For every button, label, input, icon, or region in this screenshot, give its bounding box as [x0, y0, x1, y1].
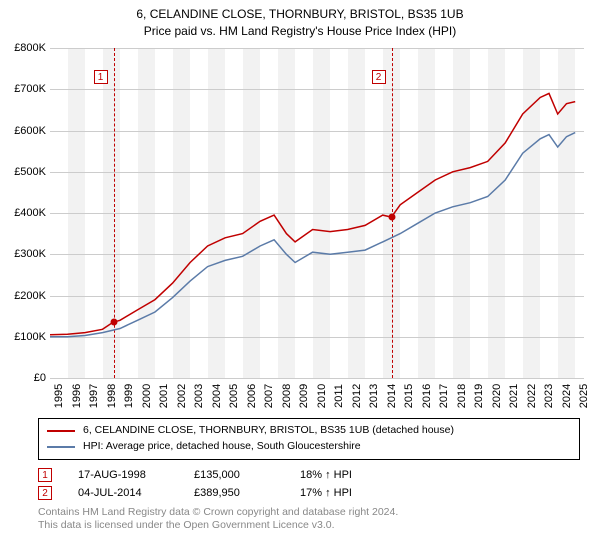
x-axis-label: 2004: [211, 384, 223, 408]
x-axis-label: 2024: [561, 384, 573, 408]
legend-swatch-property: [47, 430, 75, 432]
y-axis-label: £300K: [4, 248, 46, 260]
series-line-property: [50, 93, 575, 334]
sale-dot: [388, 214, 395, 221]
x-axis-label: 2013: [368, 384, 380, 408]
sale-marker-1: 1: [38, 468, 52, 482]
sale-marker-2: 2: [38, 486, 52, 500]
x-axis-label: 2002: [176, 384, 188, 408]
y-axis-label: £700K: [4, 83, 46, 95]
gridline: [50, 378, 584, 379]
sale-marker-box: 1: [94, 70, 108, 84]
legend-row-property: 6, CELANDINE CLOSE, THORNBURY, BRISTOL, …: [47, 423, 571, 439]
x-axis-label: 1998: [106, 384, 118, 408]
x-axis-label: 1999: [123, 384, 135, 408]
legend-label-property: 6, CELANDINE CLOSE, THORNBURY, BRISTOL, …: [83, 423, 454, 439]
x-axis-label: 2015: [403, 384, 415, 408]
x-axis-label: 2011: [333, 384, 345, 408]
x-axis-label: 2003: [193, 384, 205, 408]
x-axis-label: 2025: [578, 384, 590, 408]
sale-date-1: 17-AUG-1998: [78, 469, 168, 481]
x-axis-label: 2020: [491, 384, 503, 408]
x-axis-label: 2022: [526, 384, 538, 408]
x-axis-label: 2000: [141, 384, 153, 408]
footnote: Contains HM Land Registry data © Crown c…: [38, 506, 580, 533]
x-axis-label: 2019: [473, 384, 485, 408]
sale-marker-box: 2: [372, 70, 386, 84]
sale-price-1: £135,000: [194, 469, 274, 481]
x-axis-label: 1996: [71, 384, 83, 408]
legend-label-hpi: HPI: Average price, detached house, Sout…: [83, 439, 361, 455]
sale-dot: [110, 319, 117, 326]
legend-swatch-hpi: [47, 446, 75, 448]
x-axis-label: 2018: [456, 384, 468, 408]
sale-price-2: £389,950: [194, 487, 274, 499]
x-axis-label: 2001: [158, 384, 170, 408]
title-line-1: 6, CELANDINE CLOSE, THORNBURY, BRISTOL, …: [0, 6, 600, 23]
footnote-line-1: Contains HM Land Registry data © Crown c…: [38, 506, 580, 520]
title-line-2: Price paid vs. HM Land Registry's House …: [0, 23, 600, 40]
series-line-hpi: [50, 133, 575, 337]
x-axis-label: 2021: [508, 384, 520, 408]
legend-row-hpi: HPI: Average price, detached house, Sout…: [47, 439, 571, 455]
x-axis-label: 2007: [263, 384, 275, 408]
x-axis-label: 2008: [281, 384, 293, 408]
y-axis-label: £400K: [4, 207, 46, 219]
legend-box: 6, CELANDINE CLOSE, THORNBURY, BRISTOL, …: [38, 418, 580, 460]
x-axis-label: 1997: [88, 384, 100, 408]
sale-pct-2: 17% ↑ HPI: [300, 487, 352, 499]
footnote-line-2: This data is licensed under the Open Gov…: [38, 519, 580, 533]
x-axis-label: 2023: [543, 384, 555, 408]
chart-lines-svg: [50, 48, 584, 378]
sale-row-1: 1 17-AUG-1998 £135,000 18% ↑ HPI: [38, 468, 580, 482]
y-axis-label: £0: [4, 372, 46, 384]
x-axis-label: 2009: [298, 384, 310, 408]
sale-row-2: 2 04-JUL-2014 £389,950 17% ↑ HPI: [38, 486, 580, 500]
x-axis-label: 2017: [438, 384, 450, 408]
y-axis-label: £600K: [4, 125, 46, 137]
sales-list: 1 17-AUG-1998 £135,000 18% ↑ HPI 2 04-JU…: [38, 468, 580, 500]
x-axis-label: 2016: [421, 384, 433, 408]
x-axis-label: 2010: [316, 384, 328, 408]
chart-title: 6, CELANDINE CLOSE, THORNBURY, BRISTOL, …: [0, 0, 600, 40]
sale-date-2: 04-JUL-2014: [78, 487, 168, 499]
y-axis-label: £200K: [4, 290, 46, 302]
legend-and-footer: 6, CELANDINE CLOSE, THORNBURY, BRISTOL, …: [38, 418, 580, 533]
y-axis-label: £100K: [4, 331, 46, 343]
x-axis-label: 2012: [351, 384, 363, 408]
y-axis-label: £500K: [4, 166, 46, 178]
sale-pct-1: 18% ↑ HPI: [300, 469, 352, 481]
x-axis-label: 2005: [228, 384, 240, 408]
chart-plot-area: £0£100K£200K£300K£400K£500K£600K£700K£80…: [50, 48, 584, 378]
x-axis-label: 2006: [246, 384, 258, 408]
y-axis-label: £800K: [4, 42, 46, 54]
x-axis-label: 1995: [53, 384, 65, 408]
x-axis-label: 2014: [386, 384, 398, 408]
